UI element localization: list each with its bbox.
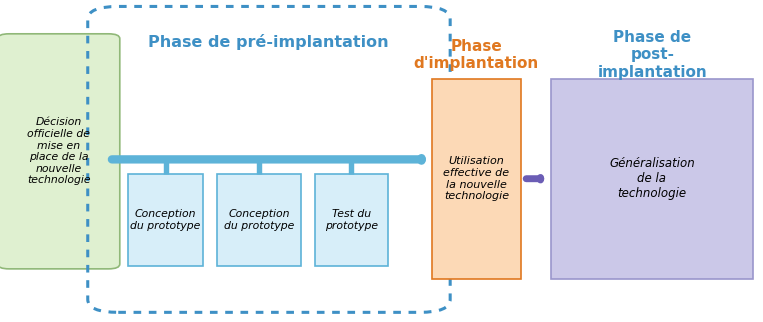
Text: Décision
officielle de
mise en
place de la
nouvelle
technologie: Décision officielle de mise en place de … [27,117,91,185]
Text: Conception
du prototype: Conception du prototype [130,209,201,231]
FancyBboxPatch shape [432,79,521,279]
Text: Généralisation
de la
technologie: Généralisation de la technologie [609,157,695,200]
FancyBboxPatch shape [315,174,388,266]
FancyBboxPatch shape [217,174,301,266]
FancyBboxPatch shape [551,79,753,279]
FancyBboxPatch shape [128,174,203,266]
FancyBboxPatch shape [0,34,120,269]
Text: Phase de pré-implantation: Phase de pré-implantation [148,34,389,50]
Text: Utilisation
effective de
la nouvelle
technologie: Utilisation effective de la nouvelle tec… [443,156,510,201]
Text: Conception
du prototype: Conception du prototype [224,209,295,231]
Text: Test du
prototype: Test du prototype [325,209,378,231]
Text: Phase
d'implantation: Phase d'implantation [414,39,539,71]
Text: Phase de
post-
implantation: Phase de post- implantation [597,30,707,80]
